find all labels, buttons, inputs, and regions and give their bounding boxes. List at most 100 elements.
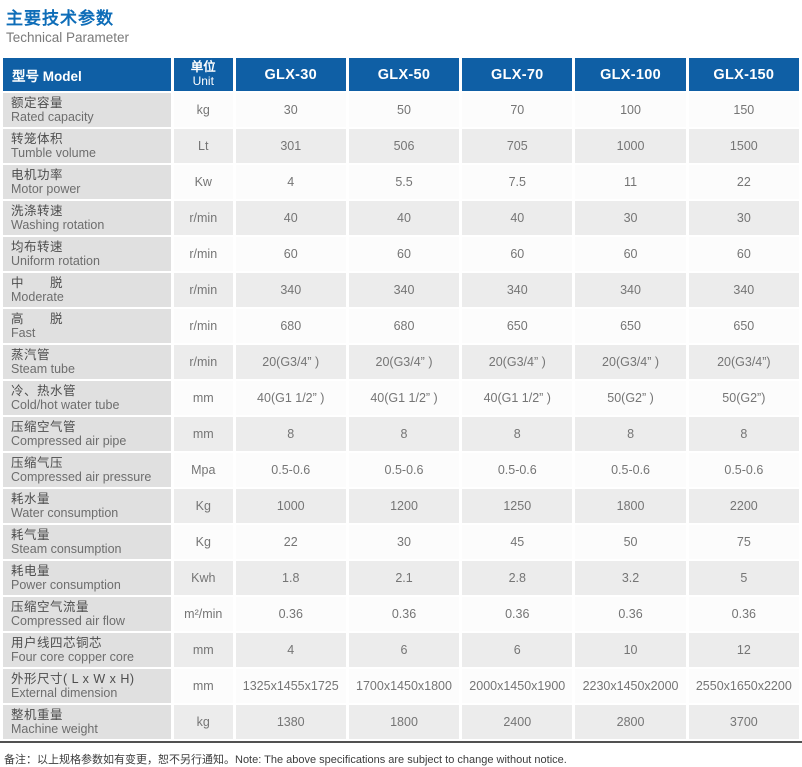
row-label-zh: 耗电量: [11, 564, 51, 578]
row-label-zh: 电机功率: [11, 168, 64, 182]
row-label-en: External dimension: [11, 686, 118, 700]
value-cell: 340: [688, 273, 799, 307]
row-label-en: Machine weight: [11, 722, 98, 736]
table-row: 冷、热水管 Cold/hot water tube mm 40(G1 1/2” ) 40…: [3, 381, 799, 415]
value-cell: 1800: [348, 705, 460, 739]
spec-table: 型号 Model 单位 Unit GLX-30 GLX-50 GLX-70 GL…: [0, 56, 802, 741]
row-label-zh: 整机重量: [11, 708, 64, 722]
unit-cell: Mpa: [173, 453, 233, 487]
unit-cell: Kw: [173, 165, 233, 199]
value-cell: 6: [462, 633, 573, 667]
table-row: 洗涤转速 Washing rotation r/min 40 40 40 30 30: [3, 201, 799, 235]
unit-cell: r/min: [173, 273, 233, 307]
value-cell: 50: [348, 93, 460, 127]
row-label-zh: 蒸汽管: [11, 348, 51, 362]
value-cell: 8: [688, 417, 799, 451]
value-cell: 2230x1450x2000: [575, 669, 686, 703]
value-cell: 30: [348, 525, 460, 559]
value-cell: 0.36: [688, 597, 799, 631]
value-cell: 705: [462, 129, 573, 163]
value-cell: 650: [462, 309, 573, 343]
value-cell: 1250: [462, 489, 573, 523]
row-label-cell: 洗涤转速 Washing rotation: [3, 201, 171, 235]
row-label-cell: 整机重量 Machine weight: [3, 705, 171, 739]
unit-cell: Kg: [173, 525, 233, 559]
value-cell: 20(G3/4” ): [462, 345, 573, 379]
unit-header-en: Unit: [192, 73, 214, 88]
table-row: 额定容量 Rated capacity kg 30 50 70 100 150: [3, 93, 799, 127]
row-label-en: Tumble volume: [11, 146, 96, 160]
value-cell: 20(G3/4” ): [235, 345, 346, 379]
value-cell: 22: [688, 165, 799, 199]
row-label-zh: 高 脱: [11, 312, 64, 326]
unit-cell: Kwh: [173, 561, 233, 595]
value-cell: 8: [235, 417, 346, 451]
unit-cell: kg: [173, 93, 233, 127]
row-label-cell: 冷、热水管 Cold/hot water tube: [3, 381, 171, 415]
row-label-cell: 中 脱 Moderate: [3, 273, 171, 307]
value-cell: 680: [348, 309, 460, 343]
value-cell: 75: [688, 525, 799, 559]
row-label-cell: 压缩气压 Compressed air pressure: [3, 453, 171, 487]
table-row: 耗水量 Water consumption Kg 1000 1200 1250 1800 22…: [3, 489, 799, 523]
row-label-cell: 高 脱 Fast: [3, 309, 171, 343]
table-row: 用户线四芯铜芯 Four core copper core mm 4 6 6 10 12: [3, 633, 799, 667]
table-row: 转笼体积 Tumble volume Lt 301 506 705 1000 1500: [3, 129, 799, 163]
table-row: 压缩空气管 Compressed air pipe mm 8 8 8 8 8: [3, 417, 799, 451]
value-cell: 1.8: [235, 561, 346, 595]
value-cell: 40: [235, 201, 346, 235]
table-row: 蒸汽管 Steam tube r/min 20(G3/4” ) 20(G3/4” ) 20…: [3, 345, 799, 379]
value-cell: 22: [235, 525, 346, 559]
value-cell: 0.5-0.6: [235, 453, 346, 487]
value-cell: 40(G1 1/2” ): [235, 381, 346, 415]
value-cell: 30: [688, 201, 799, 235]
value-cell: 3700: [688, 705, 799, 739]
row-label-en: Water consumption: [11, 506, 119, 520]
value-cell: 0.5-0.6: [348, 453, 460, 487]
value-cell: 45: [462, 525, 573, 559]
value-cell: 2200: [688, 489, 799, 523]
row-label-cell: 耗气量 Steam consumption: [3, 525, 171, 559]
value-cell: 2400: [462, 705, 573, 739]
value-cell: 650: [688, 309, 799, 343]
table-row: 电机功率 Motor power Kw 4 5.5 7.5 11 22: [3, 165, 799, 199]
row-label-zh: 压缩空气管: [11, 420, 77, 434]
unit-cell: r/min: [173, 237, 233, 271]
row-label-cell: 额定容量 Rated capacity: [3, 93, 171, 127]
row-label-cell: 蒸汽管 Steam tube: [3, 345, 171, 379]
row-label-zh: 耗气量: [11, 528, 51, 542]
value-cell: 150: [688, 93, 799, 127]
row-label-zh: 压缩气压: [11, 456, 64, 470]
table-row: 压缩气压 Compressed air pressure Mpa 0.5-0.6 0.5…: [3, 453, 799, 487]
row-label-zh: 冷、热水管: [11, 384, 77, 398]
row-label-cell: 压缩空气流量 Compressed air flow: [3, 597, 171, 631]
row-label-zh: 洗涤转速: [11, 204, 64, 218]
row-label-zh: 用户线四芯铜芯: [11, 636, 103, 650]
value-cell: 30: [575, 201, 686, 235]
value-cell: 50(G2” ): [575, 381, 686, 415]
row-label-cell: 转笼体积 Tumble volume: [3, 129, 171, 163]
unit-cell: r/min: [173, 345, 233, 379]
value-cell: 0.5-0.6: [462, 453, 573, 487]
value-cell: 60: [688, 237, 799, 271]
row-label-zh: 耗水量: [11, 492, 51, 506]
row-label-cell: 电机功率 Motor power: [3, 165, 171, 199]
value-cell: 301: [235, 129, 346, 163]
model-column-header: GLX-100: [575, 58, 686, 91]
value-cell: 1800: [575, 489, 686, 523]
value-cell: 340: [462, 273, 573, 307]
unit-cell: kg: [173, 705, 233, 739]
value-cell: 60: [575, 237, 686, 271]
unit-cell: mm: [173, 417, 233, 451]
row-label-en: Uniform rotation: [11, 254, 100, 268]
unit-cell: mm: [173, 669, 233, 703]
value-cell: 1500: [688, 129, 799, 163]
value-cell: 0.36: [575, 597, 686, 631]
spec-table-container: 型号 Model 单位 Unit GLX-30 GLX-50 GLX-70 GL…: [0, 56, 802, 743]
table-row: 整机重量 Machine weight kg 1380 1800 2400 2800 3700: [3, 705, 799, 739]
value-cell: 40(G1 1/2” ): [348, 381, 460, 415]
unit-cell: r/min: [173, 201, 233, 235]
row-label-en: Compressed air flow: [11, 614, 125, 628]
model-column-header: GLX-30: [235, 58, 346, 91]
value-cell: 2800: [575, 705, 686, 739]
